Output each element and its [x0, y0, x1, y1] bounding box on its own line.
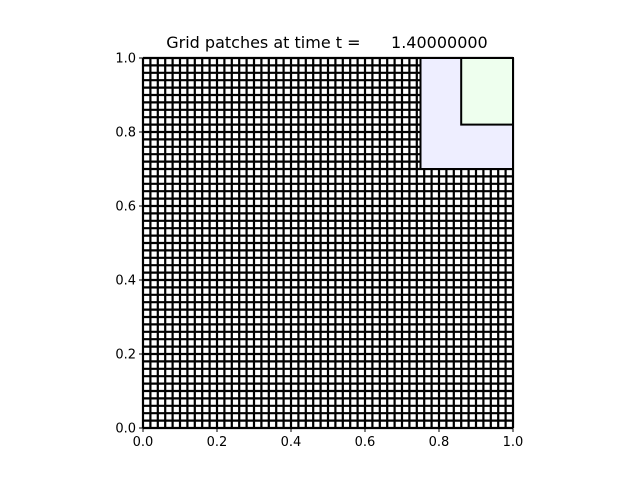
chart-title: Grid patches at time t = 1.40000000: [166, 33, 487, 52]
y-tick-label: 0.6: [115, 200, 136, 215]
y-tick-label: 0.4: [115, 274, 136, 289]
x-tick-label: 0.4: [281, 435, 302, 450]
y-tick-label: 0.8: [115, 126, 136, 141]
plot-area: 0.0 0.2 0.4 0.6 0.8 1.0 0.0 0.2 0.4 0.6 0.8 1.0: [115, 52, 523, 451]
x-tick-label: 0.2: [207, 435, 228, 450]
axes-frame: [142, 57, 514, 429]
y-tick-label: 0.2: [115, 348, 136, 363]
y-tick-label: 0.0: [115, 422, 136, 437]
x-tick-label: 0.8: [429, 435, 450, 450]
y-tick-label: 1.0: [115, 52, 136, 67]
x-tick-label: 1.0: [503, 435, 524, 450]
level-3-patch: [460, 57, 515, 126]
x-tick-label: 0.0: [133, 435, 154, 450]
x-tick-label: 0.6: [355, 435, 376, 450]
